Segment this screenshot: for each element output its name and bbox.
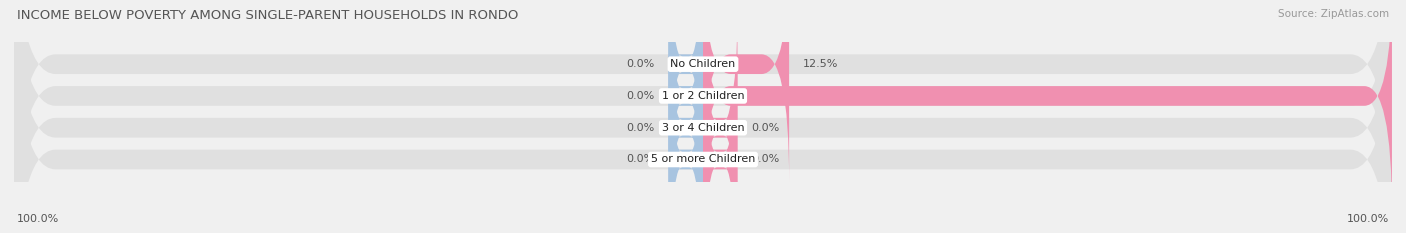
Text: 5 or more Children: 5 or more Children [651, 154, 755, 164]
Text: 0.0%: 0.0% [627, 59, 655, 69]
FancyBboxPatch shape [703, 42, 738, 233]
FancyBboxPatch shape [14, 0, 1392, 233]
FancyBboxPatch shape [14, 0, 1392, 233]
FancyBboxPatch shape [703, 0, 1392, 213]
Text: 3 or 4 Children: 3 or 4 Children [662, 123, 744, 133]
Text: 1 or 2 Children: 1 or 2 Children [662, 91, 744, 101]
Text: Source: ZipAtlas.com: Source: ZipAtlas.com [1278, 9, 1389, 19]
FancyBboxPatch shape [669, 10, 703, 233]
FancyBboxPatch shape [669, 0, 703, 213]
FancyBboxPatch shape [14, 0, 1392, 233]
FancyBboxPatch shape [14, 0, 1392, 233]
Text: 0.0%: 0.0% [751, 154, 779, 164]
Text: No Children: No Children [671, 59, 735, 69]
Text: 100.0%: 100.0% [1347, 214, 1389, 224]
FancyBboxPatch shape [669, 42, 703, 233]
Text: 0.0%: 0.0% [751, 123, 779, 133]
Text: 100.0%: 100.0% [17, 214, 59, 224]
Text: 0.0%: 0.0% [627, 154, 655, 164]
FancyBboxPatch shape [703, 0, 789, 182]
Text: INCOME BELOW POVERTY AMONG SINGLE-PARENT HOUSEHOLDS IN RONDO: INCOME BELOW POVERTY AMONG SINGLE-PARENT… [17, 9, 519, 22]
Text: 0.0%: 0.0% [627, 91, 655, 101]
FancyBboxPatch shape [703, 10, 738, 233]
Text: 0.0%: 0.0% [627, 123, 655, 133]
FancyBboxPatch shape [669, 0, 703, 182]
Text: 12.5%: 12.5% [803, 59, 838, 69]
